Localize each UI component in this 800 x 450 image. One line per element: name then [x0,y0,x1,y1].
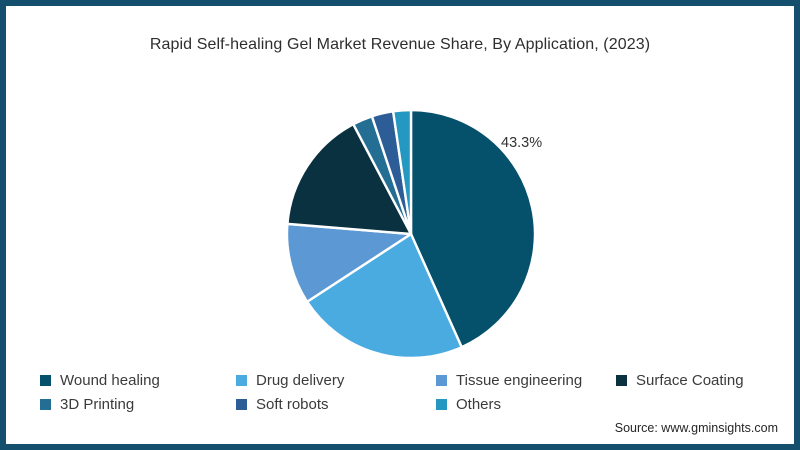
legend-label: Tissue engineering [456,372,583,389]
pie-slice-wound-healing [409,108,537,349]
legend-item-surface-coating: Surface Coating [616,372,774,389]
pie-chart [285,108,537,360]
source-credit: Source: www.gminsights.com [614,421,778,435]
legend-swatch-soft-robots [236,399,247,410]
legend-swatch-others [436,399,447,410]
legend-item-soft-robots: Soft robots [236,396,436,413]
chart-title: Rapid Self-healing Gel Market Revenue Sh… [149,36,651,53]
legend-label: Wound healing [60,372,160,389]
legend-label: Drug delivery [256,372,345,389]
legend-swatch-wound-healing [40,375,51,386]
legend-label: Surface Coating [636,372,744,389]
legend-swatch-drug-delivery [236,375,247,386]
legend-swatch-3d-printing [40,399,51,410]
legend-swatch-surface-coating [616,375,627,386]
legend-label: Soft robots [256,396,329,413]
legend-item-tissue-engineering: Tissue engineering [436,372,616,389]
pie-slice-others [391,108,413,236]
wound-healing-percent-label: 43.3% [501,135,543,151]
legend: Wound healing Drug delivery Tissue engin… [40,372,774,413]
legend-item-others: Others [436,396,616,413]
legend-swatch-tissue-engineering [436,375,447,386]
pie-slice-surface-coating [286,123,413,236]
legend-item-3d-printing: 3D Printing [40,396,236,413]
legend-item-drug-delivery: Drug delivery [236,372,436,389]
pie-slice-drug-delivery [305,232,463,360]
pie-slice-tissue-engineering [285,222,413,303]
legend-label: Others [456,396,502,413]
legend-label: 3D Printing [60,396,135,413]
legend-item-wound-healing: Wound healing [40,372,236,389]
